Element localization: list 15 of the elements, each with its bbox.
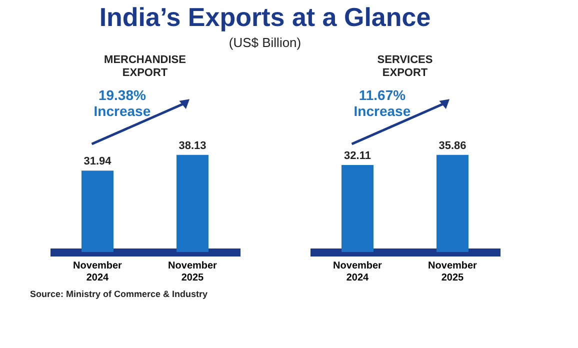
source-note: Source: Ministry of Commerce & Industry bbox=[30, 289, 208, 299]
x-tick-label: November 2025 bbox=[168, 260, 218, 284]
text: 11.67% Increase bbox=[354, 87, 411, 119]
data-label: 32.11 bbox=[344, 150, 371, 162]
x-tick-label: November 2024 bbox=[333, 260, 382, 284]
text: 19.38% Increase bbox=[94, 87, 151, 119]
text: (US$ Billion) bbox=[228, 35, 302, 50]
chart-title: MERCHANDISE EXPORT bbox=[104, 54, 186, 79]
data-label: 38.13 bbox=[178, 140, 206, 152]
data-label: 35.86 bbox=[438, 140, 466, 152]
x-tick-label: November 2025 bbox=[428, 260, 478, 284]
text: India’s Exports at a Glance bbox=[99, 2, 431, 32]
chart-title: SERVICES EXPORT bbox=[377, 54, 433, 79]
x-tick-label: November 2024 bbox=[73, 260, 122, 284]
data-label: 31.94 bbox=[84, 156, 112, 168]
